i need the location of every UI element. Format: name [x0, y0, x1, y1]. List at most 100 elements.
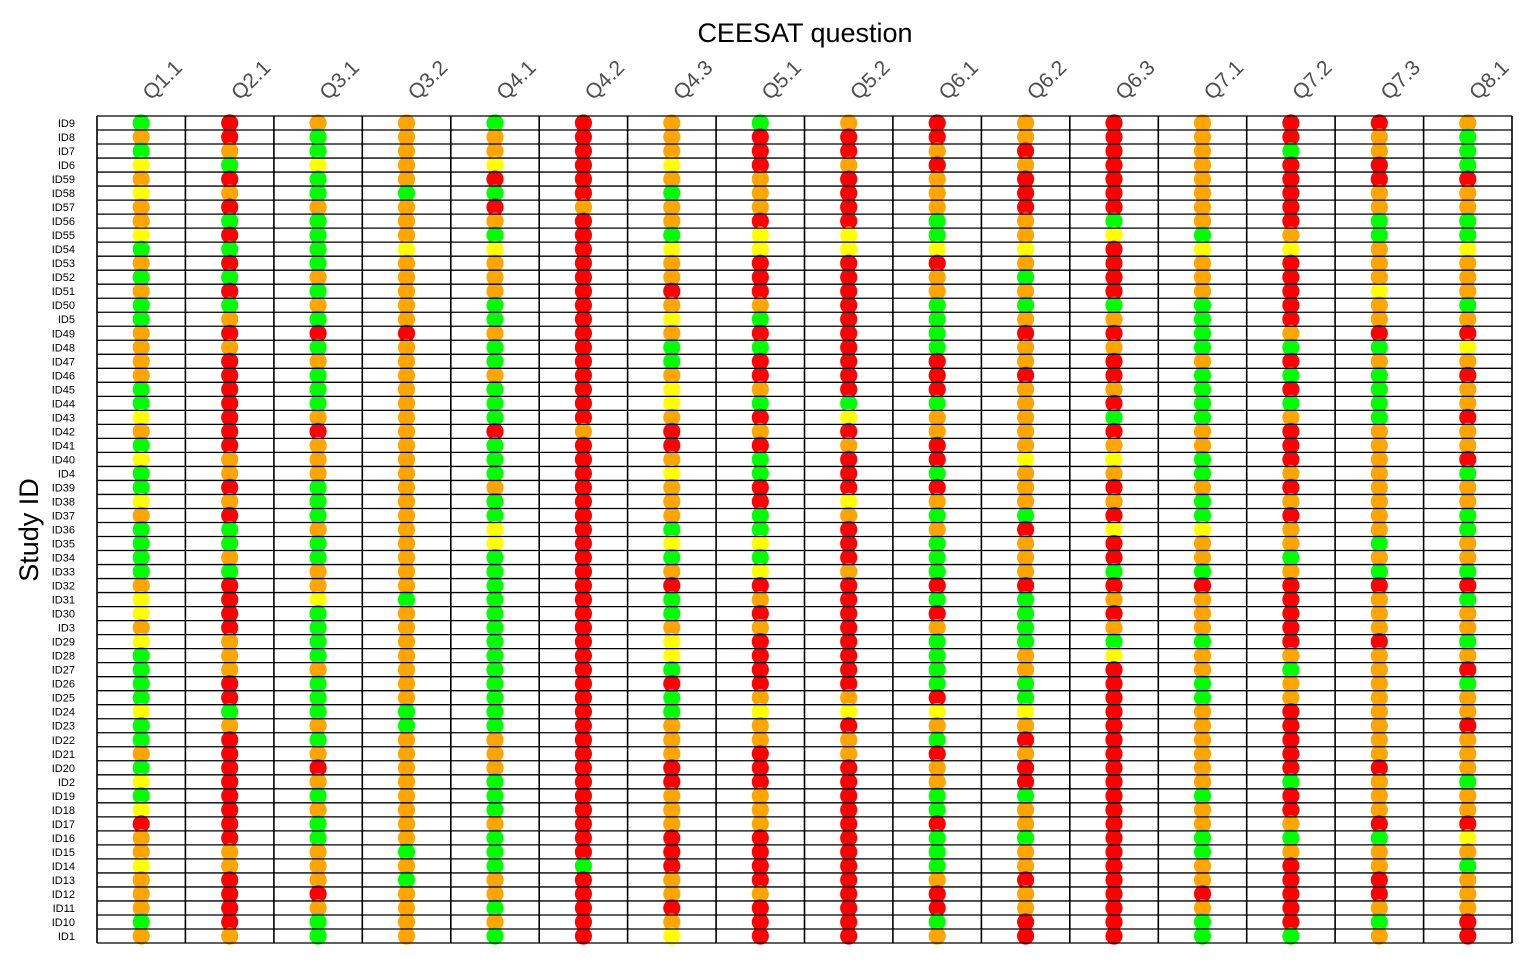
cell-dot-id21-q4-3	[663, 745, 681, 763]
column-label-q6-1: Q6.1	[934, 56, 982, 104]
cell-dot-id53-q6-3	[1105, 254, 1123, 272]
cell-dot-id24-q3-2	[397, 703, 416, 721]
cell-dot-id49-q4-1	[486, 324, 504, 342]
cell-dot-id42-q3-1	[309, 422, 327, 440]
column-label-q8-1: Q8.1	[1465, 56, 1513, 104]
cell-dot-id18-q7-3	[1370, 801, 1388, 819]
cell-dot-id34-q5-2	[840, 548, 858, 567]
row-label-id21: ID21	[52, 749, 75, 761]
cell-dot-id38-q8-1	[1459, 492, 1477, 511]
column-labels: Q1.1 Q2.1 Q3.1 Q3.2 Q4.1 Q4.2 Q4.3 Q5.1 Q5.2 Q6.1…	[138, 56, 1513, 104]
cell-dot-id33-q4-1	[486, 563, 504, 581]
cell-dot-id15-q7-2	[1282, 843, 1300, 861]
cell-dot-id9-q2-1	[221, 114, 239, 132]
cell-dot-id6-q6-3	[1105, 156, 1123, 174]
cell-dot-id21-q3-2	[397, 745, 416, 763]
cell-dot-id52-q6-2	[1017, 268, 1035, 286]
cell-dot-id2-q8-1	[1459, 773, 1477, 791]
cell-dot-id57-q6-3	[1105, 198, 1123, 216]
cell-dot-id40-q6-1	[928, 450, 946, 468]
cell-dot-id25-q6-1	[928, 689, 946, 707]
cell-dot-id52-q4-2	[574, 268, 593, 286]
cell-dot-id8-q6-1	[928, 128, 946, 146]
cell-dot-id48-q6-3	[1105, 338, 1123, 356]
cell-dot-id57-q2-1	[221, 198, 239, 216]
cell-dot-id27-q6-3	[1105, 661, 1123, 679]
cell-dot-id3-q7-1	[1193, 619, 1212, 637]
cell-dot-id50-q5-2	[840, 296, 858, 314]
cell-dot-id9-q7-2	[1282, 114, 1300, 132]
cell-dot-id4-q7-2	[1282, 464, 1300, 482]
cell-dot-id19-q6-2	[1017, 787, 1035, 805]
cell-dot-id51-q1-1	[132, 282, 150, 300]
row-label-id45: ID45	[52, 384, 75, 396]
cell-dot-id12-q5-1	[751, 885, 769, 903]
cell-dot-id45-q4-3	[663, 380, 681, 398]
cell-dot-id9-q6-3	[1105, 114, 1123, 132]
cell-dot-id35-q5-1	[751, 534, 769, 553]
cell-dot-id32-q6-3	[1105, 577, 1123, 595]
cell-dot-id20-q1-1	[132, 759, 150, 777]
cell-dot-id20-q4-3	[663, 759, 681, 777]
cell-dot-id1-q4-2	[574, 927, 593, 945]
cell-dot-id34-q7-1	[1193, 548, 1212, 567]
cell-dot-id47-q4-2	[574, 352, 593, 370]
cell-dot-id54-q6-3	[1105, 240, 1123, 258]
cell-dot-id49-q6-1	[928, 324, 946, 342]
cell-dot-id36-q8-1	[1459, 520, 1477, 539]
cell-dot-id54-q5-1	[751, 240, 769, 258]
cell-dot-id51-q8-1	[1459, 282, 1477, 300]
cell-dot-id13-q4-2	[574, 871, 593, 889]
cell-dot-id57-q3-1	[309, 198, 327, 216]
cell-dot-id48-q4-2	[574, 338, 593, 356]
cell-dot-id45-q5-1	[751, 380, 769, 398]
cell-dot-id27-q7-2	[1282, 661, 1300, 679]
cell-dot-id9-q8-1	[1459, 114, 1477, 132]
cell-dot-id29-q3-1	[309, 633, 327, 651]
cell-dot-id46-q4-1	[486, 366, 504, 384]
cell-dot-id42-q7-2	[1282, 422, 1300, 440]
cell-dot-id24-q5-1	[751, 703, 769, 721]
cell-dot-id38-q7-2	[1282, 492, 1300, 511]
cell-dot-id6-q7-3	[1370, 156, 1388, 174]
cell-dot-id21-q6-1	[928, 745, 946, 763]
cell-dot-id46-q2-1	[221, 366, 239, 384]
cell-dot-id57-q6-1	[928, 198, 946, 216]
cell-dot-id58-q6-2	[1017, 184, 1035, 202]
cell-dot-id45-q6-1	[928, 380, 946, 398]
cell-dot-id26-q5-2	[840, 675, 858, 693]
cell-dot-id56-q1-1	[132, 212, 150, 230]
cell-dot-id35-q6-3	[1105, 534, 1123, 553]
cell-dot-id46-q5-2	[840, 366, 858, 384]
cell-dot-id46-q6-1	[928, 366, 946, 384]
cell-dot-id1-q6-2	[1017, 927, 1035, 945]
cell-dot-id32-q4-2	[574, 577, 593, 595]
row-label-id38: ID38	[52, 497, 75, 509]
cell-dot-id54-q4-3	[663, 240, 681, 258]
cell-dot-id25-q2-1	[221, 689, 239, 707]
cell-dot-id40-q7-1	[1193, 450, 1212, 468]
cell-dot-id29-q1-1	[132, 633, 150, 651]
cell-dot-id20-q6-1	[928, 759, 946, 777]
cell-dot-id45-q1-1	[132, 380, 150, 398]
row-label-id46: ID46	[52, 370, 75, 382]
cell-dot-id35-q6-1	[928, 534, 946, 553]
cell-dot-id44-q6-1	[928, 394, 946, 412]
cell-dot-id22-q3-1	[309, 731, 327, 749]
cell-dot-id30-q7-3	[1370, 605, 1388, 623]
cell-dot-id16-q5-2	[840, 829, 858, 847]
cell-dot-id35-q4-3	[663, 534, 681, 553]
cell-dot-id46-q5-1	[751, 366, 769, 384]
cell-dot-id31-q2-1	[221, 591, 239, 609]
cell-dot-id47-q6-2	[1017, 352, 1035, 370]
row-label-id8: ID8	[58, 132, 75, 144]
cell-dot-id34-q4-2	[574, 548, 593, 567]
cell-dot-id5-q4-2	[574, 310, 593, 328]
cell-dot-id25-q4-3	[663, 689, 681, 707]
column-label-q6-2: Q6.2	[1023, 56, 1071, 104]
cell-dot-id5-q6-1	[928, 310, 946, 328]
cell-dot-id31-q3-1	[309, 591, 327, 609]
cell-dot-id31-q4-1	[486, 591, 504, 609]
